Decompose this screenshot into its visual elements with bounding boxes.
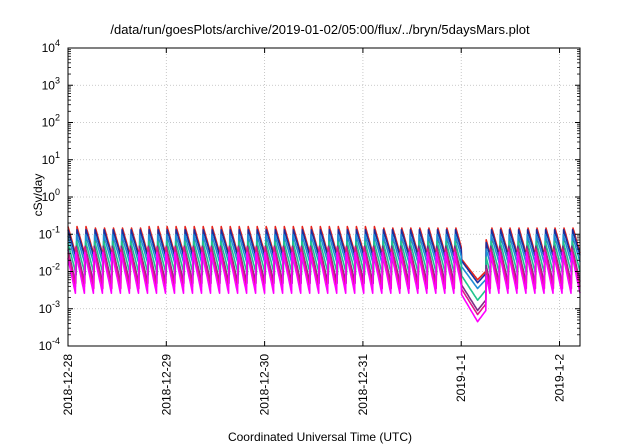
x-tick-label: 2018-12-29	[159, 354, 173, 416]
x-tick-label: 2018-12-28	[61, 354, 75, 416]
series-line	[67, 246, 581, 316]
x-tick-label: 2018-12-30	[258, 354, 272, 416]
y-tick-label: 104	[42, 38, 60, 55]
series-line	[67, 233, 581, 290]
series-line	[67, 240, 581, 301]
y-tick-label: 100	[42, 187, 60, 204]
y-tick-label: 10-1	[39, 224, 60, 241]
y-tick-label: 102	[42, 113, 60, 130]
x-tick-label: 2019-1-1	[454, 354, 468, 402]
x-tick-label: 2018-12-31	[356, 354, 370, 416]
y-tick-label: 10-3	[39, 299, 60, 316]
series-line	[67, 251, 581, 323]
axes: 10-4 10-3 10-2 10-1 100 101 102 103 104 2018-12-2…	[39, 38, 581, 416]
x-tick-label: 2019-1-2	[553, 354, 567, 402]
x-axis-label: Coordinated Universal Time (UTC)	[227, 430, 413, 444]
series-line	[67, 228, 581, 284]
grid	[68, 48, 580, 346]
y-tick-label: 10-4	[39, 336, 60, 353]
series-line	[67, 245, 581, 312]
series-group	[67, 225, 581, 323]
y-tick-label: 103	[42, 75, 60, 92]
y-tick-label: 10-2	[39, 262, 60, 279]
chart-title: /data/run/goesPlots/archive/2019-01-02/0…	[110, 22, 530, 37]
plot-frame	[67, 47, 581, 347]
y-tick-label: 101	[42, 150, 60, 167]
